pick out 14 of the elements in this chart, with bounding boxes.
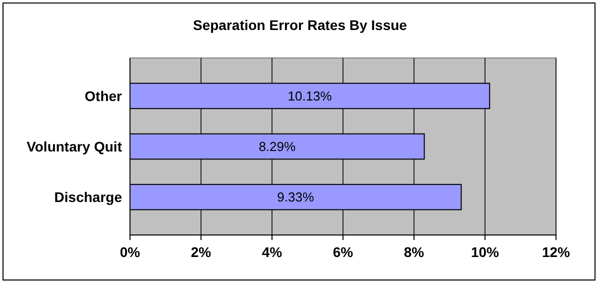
y-tick-label: Voluntary Quit [26,138,122,154]
data-label: 8.29% [258,139,296,154]
x-tick-label: 12% [542,244,571,260]
x-tick-label: 2% [190,244,212,260]
y-tick-label: Discharge [54,188,122,205]
x-tick-label: 6% [332,244,354,260]
data-label: 9.33% [277,190,314,205]
x-tick-label: 8% [404,244,425,260]
y-tick-label: Other [84,88,123,104]
x-tick-label: 10% [470,244,500,260]
data-label: 10.13% [288,88,332,104]
chart-title: Separation Error Rates By Issue [193,17,408,33]
x-tick-label: 4% [262,244,283,260]
x-tick-label: 0% [120,244,141,260]
